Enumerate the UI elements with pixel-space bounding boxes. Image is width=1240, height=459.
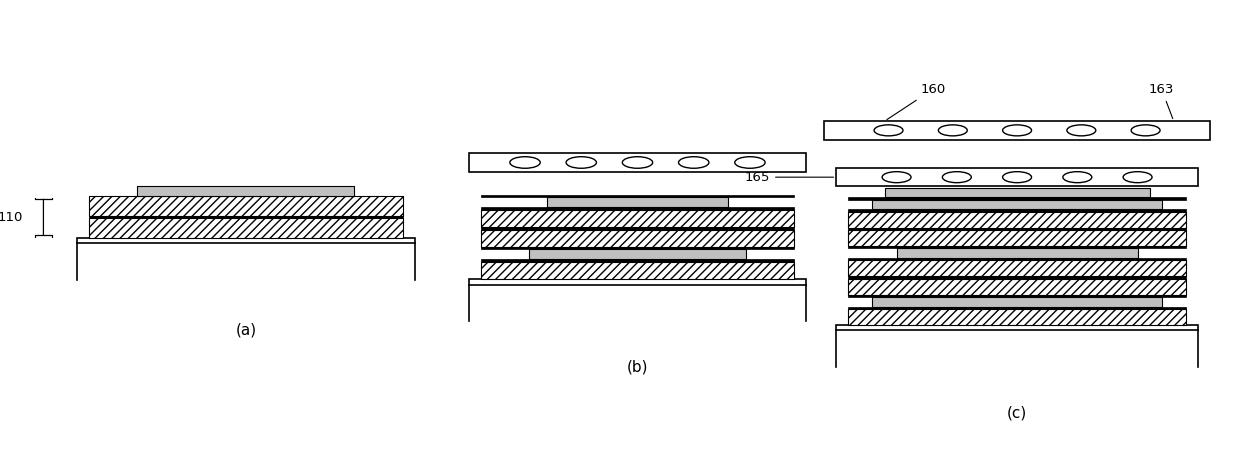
Bar	[529, 249, 746, 259]
Bar	[481, 262, 794, 279]
Bar	[836, 168, 1198, 186]
Bar	[873, 200, 1162, 209]
Bar	[77, 238, 414, 243]
Bar	[848, 228, 1185, 230]
Bar	[848, 212, 1185, 228]
Bar	[848, 295, 1185, 297]
Bar	[897, 248, 1137, 258]
Bar	[897, 248, 1137, 258]
Bar	[481, 227, 794, 230]
Bar	[848, 230, 1185, 246]
Text: (b): (b)	[626, 360, 649, 375]
Bar	[89, 216, 403, 218]
Bar	[89, 218, 403, 238]
Bar	[481, 230, 794, 247]
Bar	[547, 197, 728, 207]
Bar	[481, 247, 794, 249]
Bar	[848, 309, 1185, 325]
Bar	[848, 276, 1185, 279]
Bar	[848, 307, 1185, 309]
Bar	[848, 246, 1185, 248]
Bar	[138, 186, 355, 196]
Bar	[873, 200, 1162, 209]
Bar	[481, 210, 794, 227]
Bar	[848, 279, 1185, 295]
Bar	[884, 188, 1149, 197]
Bar	[873, 297, 1162, 307]
Text: 160: 160	[887, 83, 945, 120]
Text: 163: 163	[1149, 83, 1174, 118]
Bar	[547, 197, 728, 207]
Text: 110: 110	[0, 211, 22, 224]
Bar	[836, 325, 1198, 330]
Bar	[825, 121, 1210, 140]
Bar	[884, 188, 1149, 197]
Bar	[469, 153, 806, 172]
Text: (c): (c)	[1007, 406, 1027, 420]
Bar	[873, 297, 1162, 307]
Text: (a): (a)	[236, 323, 257, 338]
Bar	[529, 249, 746, 259]
Bar	[848, 260, 1185, 276]
Bar	[481, 207, 794, 210]
Bar	[848, 197, 1185, 200]
Bar	[469, 279, 806, 285]
Bar	[138, 186, 355, 196]
Bar	[848, 209, 1185, 212]
Bar	[848, 258, 1185, 260]
Text: 165: 165	[745, 171, 833, 184]
Bar	[89, 196, 403, 216]
Bar	[481, 195, 794, 197]
Bar	[481, 259, 794, 262]
